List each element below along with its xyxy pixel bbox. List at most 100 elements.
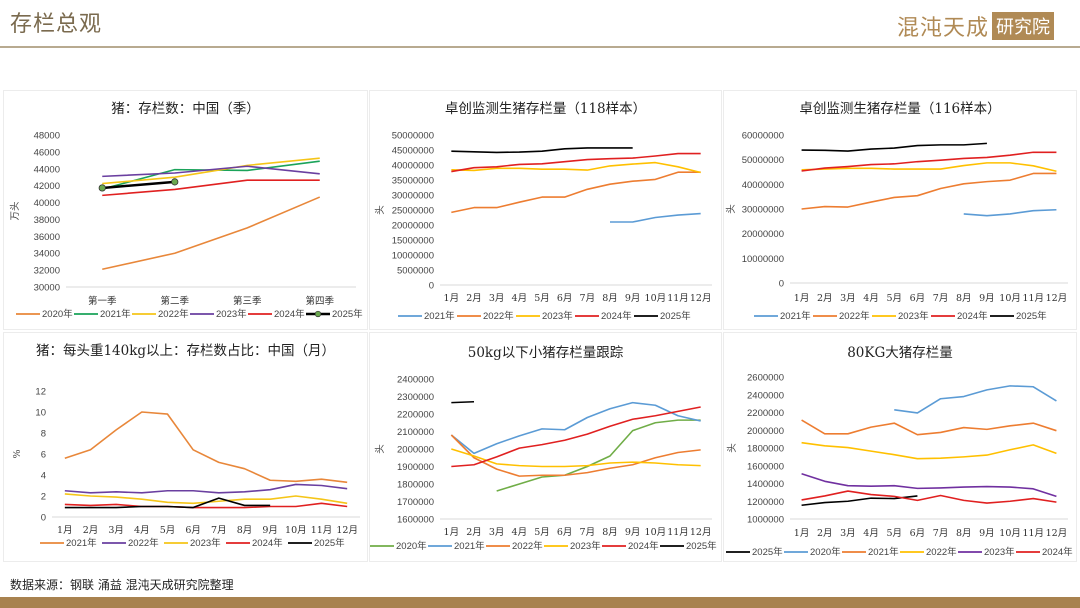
legend-label: 2023年 xyxy=(570,540,601,552)
x-tick-label: 10月 xyxy=(999,528,1021,539)
y-tick-label: 42000 xyxy=(34,181,60,192)
chart-panel-piglet50kg: 50kg以下小猪存栏量跟踪 1600000 1700000 1800000 190000… xyxy=(369,332,722,562)
chart-panel-share140kg: 猪：每头重140kg以上：存栏数占比：中国（月） 0 2 4 6 8 10 12% 1月 2月 3月… xyxy=(3,332,368,562)
x-tick-label: 8月 xyxy=(956,528,972,539)
legend-item: 2024年 xyxy=(575,310,632,322)
series-line-2024年 xyxy=(801,151,1057,172)
series-line-2022年 xyxy=(801,441,1057,460)
y-tick-label: 30000000 xyxy=(742,205,784,216)
series-line-2023年 xyxy=(451,161,701,174)
y-axis-label: 头 xyxy=(726,443,738,453)
y-tick-label: 2000000 xyxy=(747,426,784,437)
legend-item: 2023年 xyxy=(516,310,573,322)
x-tick-label: 2月 xyxy=(466,293,482,304)
legend-item: 2024年 xyxy=(1016,546,1073,558)
series-line-2023年 xyxy=(451,448,701,468)
x-tick-label: 3月 xyxy=(108,525,124,536)
legend-label: 2024年 xyxy=(601,310,632,322)
series-line-2021年 xyxy=(64,411,348,484)
y-tick-label: 38000 xyxy=(34,215,60,226)
legend-item: 2022年 xyxy=(457,310,514,322)
legend-item: 2023年 xyxy=(872,310,929,322)
chart-panel-finisher80kg: 80KG大猪存栏量 1000000 1200000 1400000 1600000 180… xyxy=(723,332,1077,562)
series-line-2021年 xyxy=(450,401,701,455)
y-tick-label: 6 xyxy=(41,450,46,461)
legend-label: 2025年 xyxy=(686,540,717,552)
x-tick-label: 3月 xyxy=(489,527,505,538)
legend-label: 2025年 xyxy=(660,310,691,322)
series-line-2022年 xyxy=(801,172,1057,210)
x-tick-label: 7月 xyxy=(580,293,596,304)
x-tick-label: 7月 xyxy=(933,293,949,304)
legend-label: 2021年 xyxy=(424,310,455,322)
legend-label: 2022年 xyxy=(158,308,189,320)
y-tick-label: 1700000 xyxy=(397,497,434,508)
x-tick-label: 第二季 xyxy=(160,295,189,307)
legend-label: 2021年 xyxy=(868,546,899,558)
y-tick-label: 10000000 xyxy=(742,254,784,265)
legend-item: 2023年 xyxy=(190,308,247,320)
legend-label: 2024年 xyxy=(957,310,988,322)
legend-label: 2021年 xyxy=(454,540,485,552)
y-tick-label: 2600000 xyxy=(747,373,784,384)
legend-label: 2023年 xyxy=(190,537,221,549)
y-tick-label: 30000000 xyxy=(392,191,434,202)
y-axis-label: % xyxy=(12,449,23,458)
legend-item: 2022年 xyxy=(132,308,189,320)
x-tick-label: 5月 xyxy=(160,525,176,536)
legend-item: 2025年 xyxy=(726,546,783,558)
x-tick-label: 1月 xyxy=(444,527,460,538)
x-tick-label: 12月 xyxy=(1046,293,1068,304)
legend-item: 2025年 xyxy=(660,540,717,552)
x-tick-label: 5月 xyxy=(534,527,550,538)
x-tick-label: 10月 xyxy=(285,525,307,536)
legend-item: 2021年 xyxy=(40,537,97,549)
y-tick-label: 1400000 xyxy=(747,479,784,490)
x-tick-label: 第四季 xyxy=(305,295,334,307)
series-line-2024年 xyxy=(102,179,320,197)
x-tick-label: 2月 xyxy=(817,528,833,539)
x-tick-label: 6月 xyxy=(185,525,201,536)
y-axis-label: 头 xyxy=(374,205,386,215)
legend-item: 2020年 xyxy=(16,308,73,320)
brand-logo: 混沌天成 研究院 xyxy=(897,10,1054,42)
x-tick-label: 11月 xyxy=(667,293,689,304)
legend-item: 2023年 xyxy=(164,537,221,549)
y-tick-label: 8 xyxy=(41,429,46,440)
series-line-2023年 xyxy=(102,165,320,178)
x-tick-label: 5月 xyxy=(886,293,902,304)
y-tick-label: 5000000 xyxy=(397,266,434,277)
legend-label: 2024年 xyxy=(274,308,305,320)
legend-label: 2020年 xyxy=(396,540,427,552)
chart-svg-zhuochuang116: 卓创监测生猪存栏量（116样本） 0 10000000 20000000 3000000… xyxy=(725,101,1068,322)
y-tick-label: 32000 xyxy=(34,266,60,277)
y-tick-label: 48000 xyxy=(34,131,60,142)
legend-label: 2023年 xyxy=(216,308,247,320)
x-tick-label: 6月 xyxy=(910,293,926,304)
x-tick-label: 1月 xyxy=(57,525,73,536)
legend-item: 2024年 xyxy=(226,537,283,549)
y-axis-label: 头 xyxy=(725,204,737,214)
legend-label: 2022年 xyxy=(128,537,159,549)
x-tick-label: 3月 xyxy=(840,528,856,539)
x-tick-label: 11月 xyxy=(311,525,333,536)
y-tick-label: 46000 xyxy=(34,147,60,158)
legend-item: 2024年 xyxy=(248,308,305,320)
series-line-2023年 xyxy=(801,472,1057,498)
page-title: 存栏总观 xyxy=(10,12,103,37)
legend-item: 2021年 xyxy=(428,540,485,552)
series-line-2025年 xyxy=(801,495,918,507)
page-header: 存栏总观 混沌天成 研究院 xyxy=(0,0,1080,48)
y-tick-label: 0 xyxy=(779,279,784,290)
y-axis-label: 万头 xyxy=(9,201,21,220)
y-tick-label: 44000 xyxy=(34,164,60,175)
data-point-marker xyxy=(171,178,179,186)
x-tick-label: 9月 xyxy=(625,293,641,304)
series-line-2023年 xyxy=(64,493,348,505)
legend-item: 2025年 xyxy=(288,537,345,549)
y-tick-label: 34000 xyxy=(34,249,60,260)
legend-item: 2025年 xyxy=(634,310,691,322)
y-tick-label: 2200000 xyxy=(747,408,784,419)
x-tick-label: 第一季 xyxy=(88,295,117,307)
chart-title: 50kg以下小猪存栏量跟踪 xyxy=(468,345,624,361)
